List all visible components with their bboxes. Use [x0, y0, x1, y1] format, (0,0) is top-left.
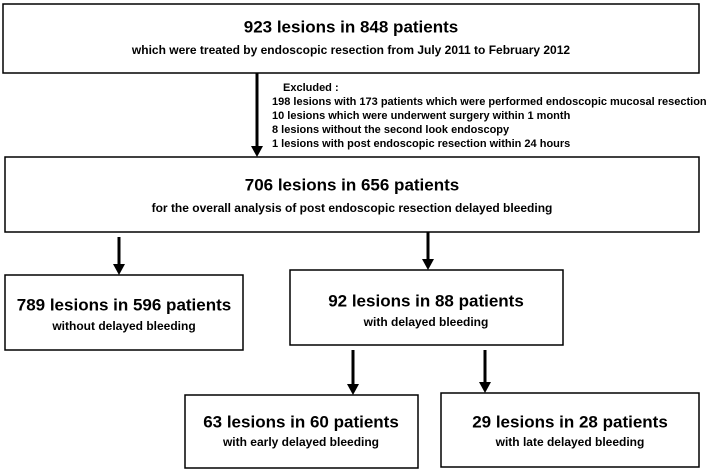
box [289, 269, 564, 346]
box [2, 3, 700, 74]
box [4, 156, 700, 233]
node-title: 789 lesions in 596 patients [17, 295, 231, 314]
node-subtitle: for the overall analysis of post endosco… [152, 201, 553, 215]
excluded-item: 198 lesions with 173 patients which were… [272, 96, 707, 108]
excluded-item: 1 lesions with post endoscopic resection… [272, 138, 570, 150]
arrow [422, 232, 434, 270]
node-title: 706 lesions in 656 patients [245, 175, 459, 194]
node-subtitle: which were treated by endoscopic resecti… [131, 43, 570, 57]
node-subtitle: with delayed bleeding [363, 315, 489, 329]
node-title: 92 lesions in 88 patients [328, 291, 524, 310]
node-title: 63 lesions in 60 patients [203, 412, 399, 431]
arrow [479, 350, 491, 393]
excluded-item: 10 lesions which were underwent surgery … [272, 110, 571, 122]
box [440, 392, 700, 468]
arrow [347, 350, 359, 395]
node-subtitle: without delayed bleeding [51, 319, 195, 333]
node-title: 923 lesions in 848 patients [244, 17, 458, 36]
arrow [251, 73, 263, 157]
box [4, 274, 244, 351]
box [184, 394, 419, 469]
excluded-item: 8 lesions without the second look endosc… [272, 124, 510, 136]
arrow [113, 237, 125, 275]
excluded-heading: Excluded : [283, 82, 339, 94]
node-subtitle: with late delayed bleeding [495, 435, 645, 449]
node-subtitle: with early delayed bleeding [222, 435, 379, 449]
node-title: 29 lesions in 28 patients [472, 412, 668, 431]
